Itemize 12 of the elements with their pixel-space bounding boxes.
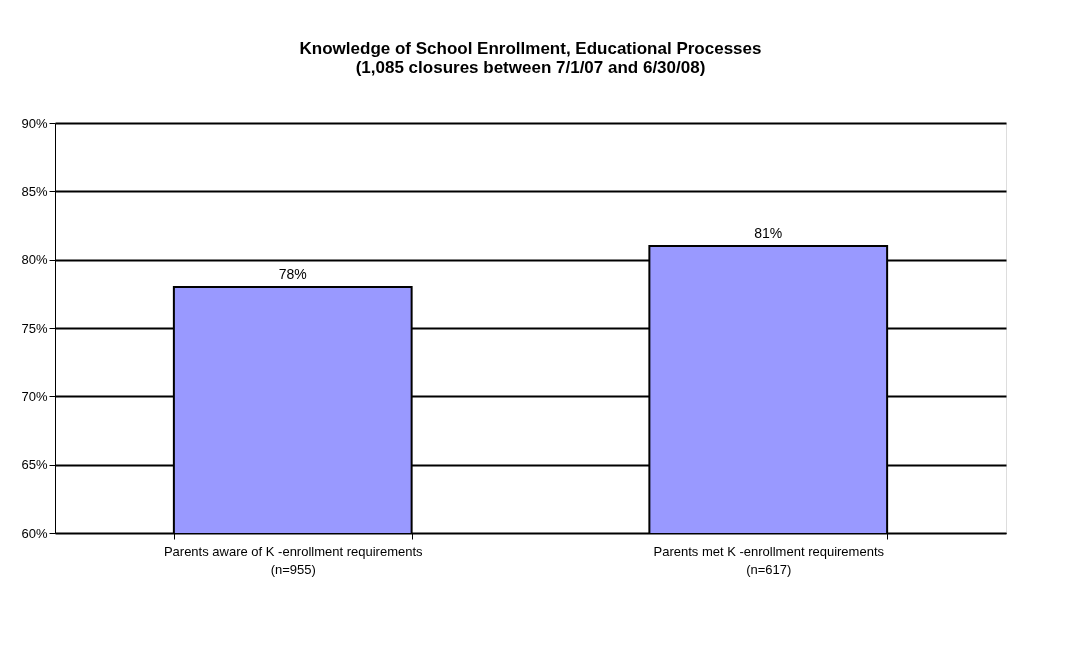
y-tick-label: 90%	[21, 115, 48, 131]
y-tick-label: 60%	[21, 525, 48, 541]
y-tick-label: 70%	[21, 388, 48, 404]
y-tick-label: 65%	[21, 457, 48, 473]
y-tick-label: 85%	[21, 183, 48, 199]
x-tick-label: Parents aware of K -enrollment requirements (n=955)	[163, 543, 424, 577]
y-tick-label: 75%	[21, 320, 48, 336]
data-label: 81%	[754, 225, 783, 241]
data-label: 78%	[278, 266, 307, 282]
y-tick-label: 80%	[21, 252, 48, 268]
x-tick-label: Parents met K -enrollment requirements (n=617)	[653, 543, 885, 577]
chart-title: Knowledge of School Enrollment, Educational Processes (1,085 closures between 7/1/07 and 6/30/08)	[299, 39, 762, 77]
